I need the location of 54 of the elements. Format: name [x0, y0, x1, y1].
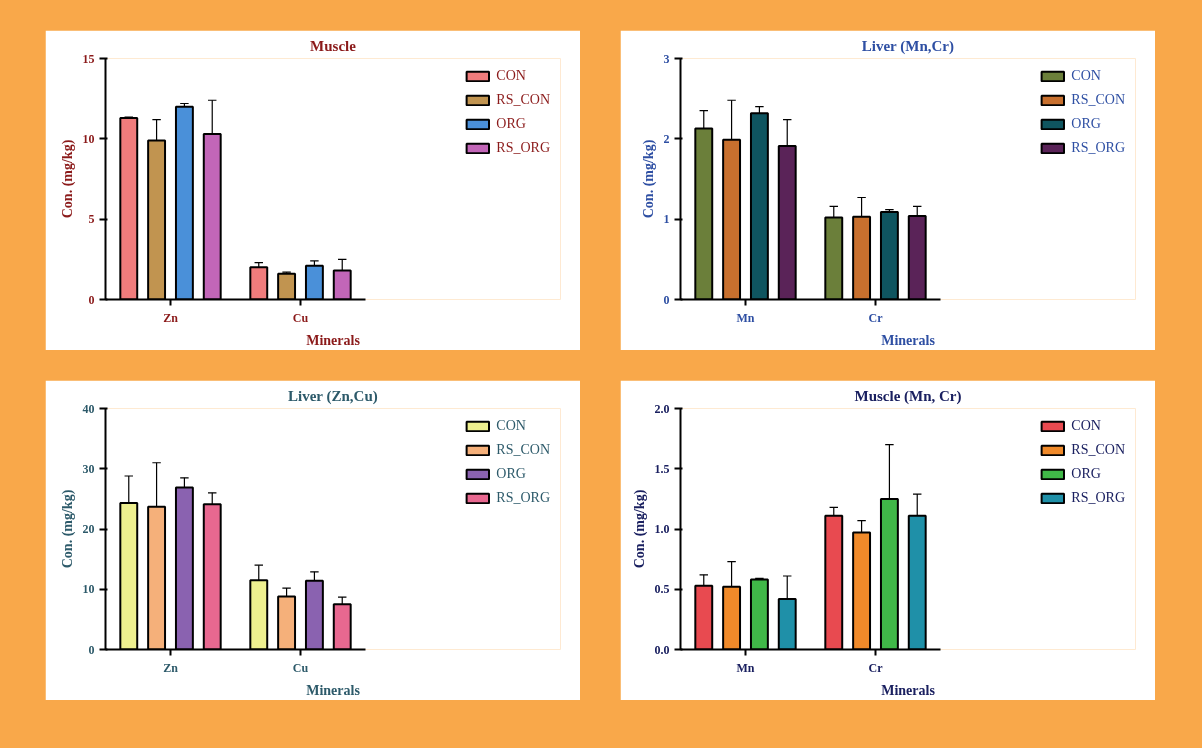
legend-label: CON: [496, 68, 526, 84]
y-axis-title: Con. (mg/kg): [59, 489, 76, 569]
legend-label: CON: [1071, 418, 1101, 434]
y-tick-label: 2.0: [654, 401, 670, 416]
legend-label: RS_CON: [496, 92, 550, 108]
y-tick-label: 2: [663, 131, 670, 146]
legend-label: ORG: [1071, 116, 1101, 132]
x-tick-label: Zn: [163, 310, 179, 325]
x-axis-title: Minerals: [306, 332, 361, 348]
y-tick-label: 0: [88, 642, 95, 657]
x-tick-label: Cr: [868, 310, 884, 325]
y-tick-label: 15: [82, 51, 95, 66]
y-axis-title: Con. (mg/kg): [59, 139, 76, 219]
legend-label: ORG: [1071, 466, 1101, 482]
x-axis-title: Minerals: [881, 682, 936, 698]
legend-label: RS_CON: [1071, 442, 1125, 458]
legend-label: RS_CON: [496, 442, 550, 458]
chart-title: Liver (Mn,Cr): [861, 37, 954, 55]
x-tick-label: Zn: [163, 660, 179, 675]
chart-title: Muscle (Mn, Cr): [854, 387, 962, 405]
x-tick-label: Cr: [868, 660, 884, 675]
legend-label: CON: [1071, 68, 1101, 84]
legend-label: RS_CON: [1071, 92, 1125, 108]
x-tick-label: Mn: [736, 310, 755, 325]
y-tick-label: 0.5: [654, 582, 670, 597]
legend-label: ORG: [496, 466, 526, 482]
chart-title: Liver (Zn,Cu): [288, 387, 378, 405]
chart-title: Muscle: [310, 37, 357, 54]
legend-label: RS_ORG: [1071, 140, 1125, 156]
y-tick-label: 3: [663, 51, 670, 66]
y-tick-label: 30: [82, 461, 95, 476]
x-tick-label: Cu: [292, 660, 309, 675]
y-tick-label: 10: [82, 131, 95, 146]
legend-label: CON: [496, 418, 526, 434]
legend-label: RS_ORG: [496, 490, 550, 506]
y-tick-label: 1.5: [654, 461, 670, 476]
x-tick-label: Cu: [292, 310, 309, 325]
y-tick-label: 1.0: [654, 522, 670, 536]
y-tick-label: 1: [663, 212, 670, 227]
x-axis-title: Minerals: [881, 332, 936, 348]
x-axis-title: Minerals: [306, 682, 361, 698]
legend-label: RS_ORG: [1071, 490, 1125, 506]
y-axis-title: Con. (mg/kg): [631, 489, 648, 569]
y-tick-label: 40: [82, 401, 95, 416]
y-axis-title: Con. (mg/kg): [640, 139, 657, 219]
x-tick-label: Mn: [736, 660, 755, 675]
y-tick-label: 5: [88, 212, 95, 227]
y-tick-label: 10: [82, 582, 95, 597]
legend-label: RS_ORG: [496, 140, 550, 156]
y-tick-label: 0: [663, 292, 670, 307]
y-tick-label: 0: [88, 292, 95, 307]
legend-label: ORG: [496, 116, 526, 132]
y-tick-label: 0.0: [654, 642, 670, 657]
y-tick-label: 20: [82, 522, 95, 536]
